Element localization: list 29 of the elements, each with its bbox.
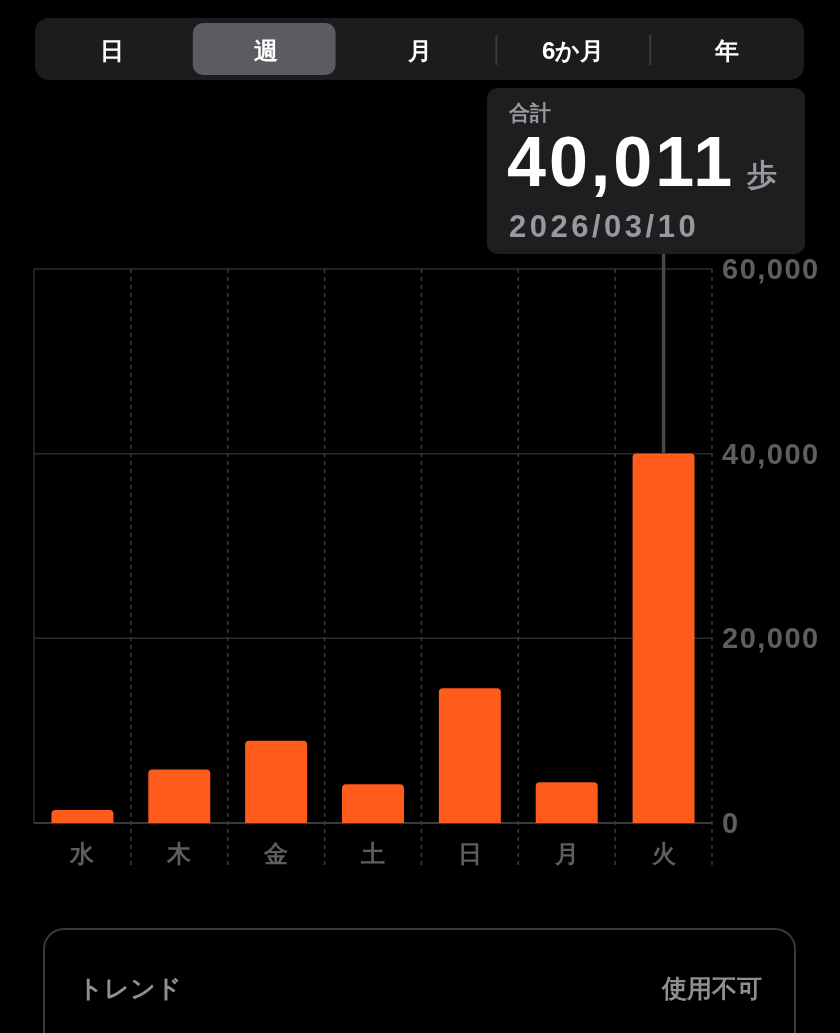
annotation: 40,011	[507, 123, 736, 201]
x-tick-label: 水	[69, 839, 96, 867]
x-tick-label: 土	[360, 839, 385, 867]
y-tick-label: 40,000	[722, 437, 820, 470]
bar	[245, 740, 308, 823]
text: 2026/03/10	[509, 209, 700, 244]
x-tick-label: 火	[650, 839, 677, 867]
y-tick-label: 20,000	[722, 622, 820, 655]
bar	[51, 810, 114, 823]
y-tick-label: 0	[722, 807, 740, 839]
bar	[632, 453, 695, 823]
category-label: 日	[99, 36, 124, 64]
text: 歩	[746, 158, 778, 191]
text: トレンド	[78, 974, 182, 1002]
x-tick-label: 金	[263, 839, 289, 867]
category-label: 6か月	[542, 36, 605, 64]
text: 合計	[508, 100, 551, 124]
bar	[535, 782, 598, 823]
x-tick-label: 日	[457, 839, 482, 867]
bar	[438, 688, 501, 823]
category-label: 年	[714, 36, 740, 64]
x-tick-label: 月	[553, 839, 579, 867]
x-tick-label: 木	[166, 839, 193, 867]
bar	[342, 784, 404, 823]
y-tick-label: 60,000	[722, 253, 820, 285]
bar	[148, 769, 211, 823]
category-label: 月	[406, 36, 432, 64]
text: 使用不可	[661, 974, 762, 1002]
category-label: 週	[253, 36, 278, 64]
